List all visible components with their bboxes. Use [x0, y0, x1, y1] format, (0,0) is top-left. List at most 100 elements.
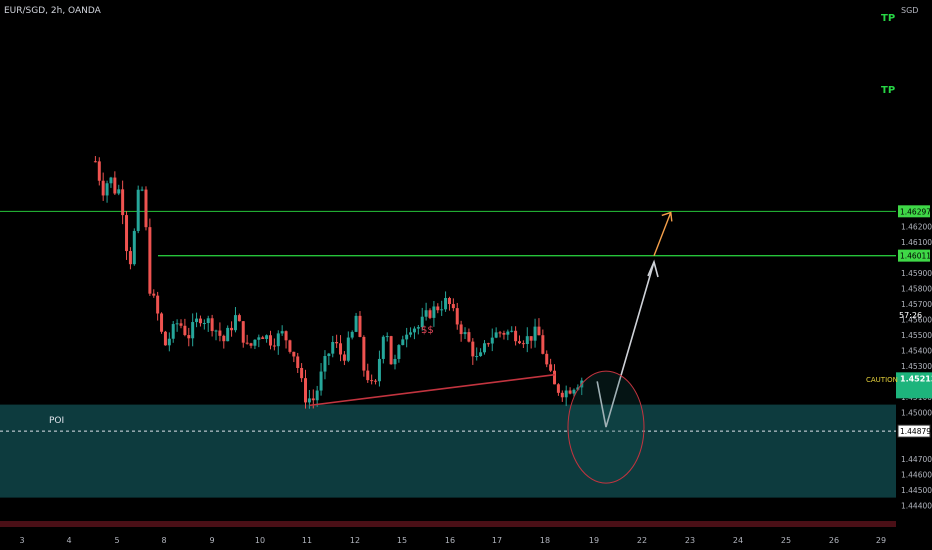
time-tick-label: 29 — [876, 536, 886, 545]
candle-body — [253, 339, 257, 346]
candle-body — [362, 336, 366, 371]
candle-body — [451, 304, 455, 309]
candle-body — [117, 189, 121, 194]
candle-body — [397, 345, 401, 359]
candle-body — [541, 335, 545, 354]
time-tick-label: 16 — [445, 536, 455, 545]
current-price-tag — [896, 372, 932, 399]
candle-body — [331, 341, 335, 354]
candle-body — [218, 330, 222, 336]
candle-body — [191, 322, 195, 339]
time-tick-label: 9 — [209, 536, 214, 545]
candle-body — [210, 318, 214, 332]
price-tick-label: 1.45000 — [901, 408, 932, 417]
candle-body — [529, 336, 533, 341]
candle-body — [171, 324, 175, 339]
reversal-circle — [567, 370, 645, 484]
time-axis[interactable] — [0, 530, 932, 550]
candle-body — [381, 336, 385, 359]
candle-body — [389, 336, 393, 365]
candle-body — [113, 177, 117, 194]
candle-body — [323, 356, 327, 372]
candle-body — [144, 189, 148, 228]
candle-body — [494, 332, 498, 338]
candle-body — [537, 326, 541, 336]
candle-body — [533, 326, 537, 341]
price-tick-label: 1.46100 — [901, 238, 932, 247]
price-tick-label: 1.46200 — [901, 222, 932, 231]
candle-body — [327, 353, 331, 357]
tp-lower-tag-label: 1.46011 — [900, 252, 931, 261]
poi-label: POI — [49, 416, 65, 426]
candle-body — [249, 343, 253, 346]
candle-body — [152, 293, 156, 296]
price-tick-label: 1.45900 — [901, 269, 932, 278]
candle-body — [432, 306, 436, 318]
candle-body — [272, 345, 276, 347]
candle-body — [136, 189, 140, 231]
candle-body — [482, 343, 486, 353]
time-tick-label: 26 — [829, 536, 839, 545]
candle-body — [339, 343, 343, 355]
candle-body — [233, 315, 237, 331]
candle-body — [455, 308, 459, 325]
time-tick-label: 15 — [397, 536, 407, 545]
candle-body — [409, 332, 413, 335]
candle-body — [350, 331, 354, 338]
candle-body — [517, 341, 521, 344]
candle-body — [175, 323, 179, 325]
countdown-label: 57:26 — [899, 311, 923, 320]
candle-body — [490, 337, 494, 344]
liquidity-trendline — [309, 373, 555, 407]
candle-body — [187, 335, 191, 339]
candle-body — [463, 332, 467, 335]
candle-body — [311, 398, 315, 401]
candle-body — [416, 327, 420, 329]
candle-body — [206, 318, 210, 324]
candle-body — [97, 161, 101, 181]
candle-body — [420, 316, 424, 328]
candle-body — [265, 335, 269, 339]
candle-body — [156, 295, 160, 314]
price-tick-label: 1.45800 — [901, 284, 932, 293]
candle-body — [140, 189, 144, 191]
candle-body — [230, 327, 234, 331]
price-axis[interactable] — [896, 0, 932, 550]
price-tick-label: 1.44700 — [901, 455, 932, 464]
tp-lower-label: TP — [881, 85, 896, 96]
candle-body — [148, 227, 152, 294]
target-arrow-line — [653, 212, 672, 257]
candle-body — [545, 353, 549, 365]
candle-body — [319, 371, 323, 391]
candle-body — [366, 370, 370, 381]
symbol-label[interactable]: EUR/SGD, 2h, OANDA — [4, 6, 101, 16]
candle-body — [553, 370, 557, 385]
candle-body — [467, 332, 471, 342]
tp-lower-tag — [898, 249, 930, 262]
candle-body — [428, 310, 432, 318]
candle-body — [167, 338, 171, 346]
candle-body — [385, 336, 389, 338]
candle-body — [560, 392, 564, 398]
candle-body — [393, 358, 397, 365]
candle-body — [401, 339, 405, 346]
candle-body — [195, 318, 199, 323]
time-tick-label: 11 — [302, 536, 312, 545]
candle-body — [292, 351, 296, 357]
candle-body — [237, 315, 241, 322]
candle-body — [214, 330, 218, 332]
candle-body — [183, 325, 187, 336]
candle-body — [514, 330, 518, 342]
time-tick-label: 18 — [540, 536, 550, 545]
candle-body — [510, 330, 514, 332]
candle-body — [405, 334, 409, 340]
candle-body — [568, 390, 572, 394]
candle-body — [521, 343, 525, 345]
candle-body — [179, 323, 183, 326]
candle-body — [502, 332, 506, 335]
time-tick-label: 3 — [19, 536, 24, 545]
candle-body — [121, 189, 125, 216]
price-tick-label: 1.44400 — [901, 501, 932, 510]
